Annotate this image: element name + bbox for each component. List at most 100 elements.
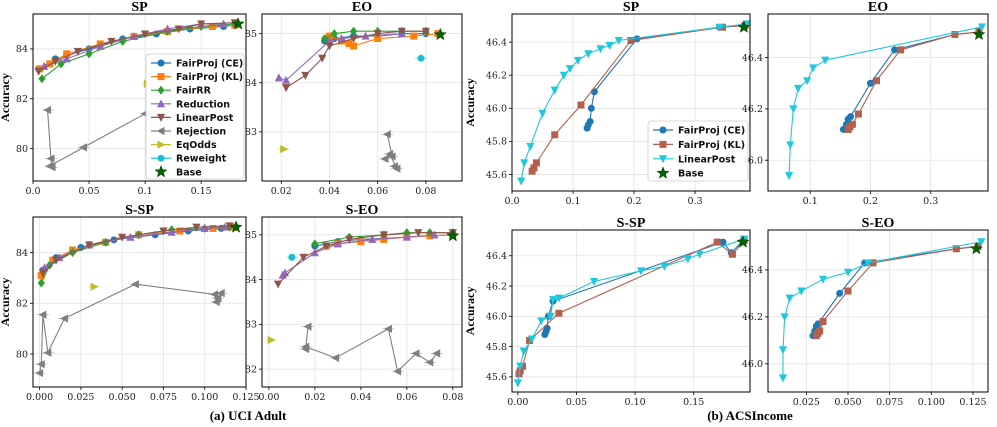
plot-area bbox=[34, 17, 245, 172]
y-tick-label: 45.6 bbox=[486, 170, 507, 181]
point-reduction bbox=[200, 223, 209, 232]
point-reduction bbox=[368, 234, 377, 243]
point-linearpost bbox=[174, 25, 183, 34]
series-line-fairproj-ce bbox=[544, 240, 744, 335]
legend-marker-fairrr bbox=[157, 85, 165, 95]
point-fairproj-kl bbox=[816, 327, 824, 335]
point-base bbox=[229, 220, 243, 233]
series-line-fairproj-kl bbox=[518, 240, 745, 375]
x-tick-label: 0.02 bbox=[304, 392, 325, 403]
point-rejection bbox=[210, 290, 219, 299]
caption-uci-adult: (a) UCI Adult bbox=[210, 408, 287, 423]
point-eqodds bbox=[267, 335, 276, 345]
point-fairproj-ce bbox=[543, 324, 551, 332]
panel-title: SP bbox=[623, 0, 640, 15]
point-linearpost bbox=[322, 242, 331, 251]
point-base bbox=[446, 228, 460, 242]
point-fairproj-kl bbox=[410, 32, 418, 40]
x-tick-label: 0.15 bbox=[191, 186, 212, 197]
point-linearpost bbox=[636, 267, 646, 276]
axes-frame bbox=[767, 13, 989, 192]
legend-marker-fairproj-ce bbox=[157, 59, 165, 67]
y-tick-label: 46.0 bbox=[486, 104, 507, 115]
x-tick-label: 0.2 bbox=[863, 196, 878, 207]
point-eqodds bbox=[90, 282, 99, 291]
point-rejection bbox=[35, 368, 44, 378]
point-fairproj-ce bbox=[866, 79, 874, 87]
series-eqodds bbox=[277, 144, 290, 154]
y-axis-label: Accuracy bbox=[463, 287, 477, 336]
point-linearpost bbox=[34, 67, 43, 76]
legend-label: FairProj (CE) bbox=[678, 126, 745, 137]
point-linearpost bbox=[863, 259, 873, 268]
point-base bbox=[231, 17, 245, 30]
legend-label: Base bbox=[678, 169, 704, 180]
point-linearpost bbox=[51, 57, 60, 66]
legend-label: Reweight bbox=[176, 154, 227, 165]
caption-acsincome: (b) ACSIncome bbox=[707, 408, 793, 423]
point-linearpost bbox=[517, 177, 526, 186]
point-linearpost bbox=[538, 109, 547, 118]
x-tick-label: 0.15 bbox=[683, 397, 704, 408]
series-line-rejection bbox=[39, 283, 222, 374]
x-tick-label: 0.000 bbox=[26, 392, 53, 403]
point-linearpost bbox=[318, 54, 327, 63]
x-tick-label: 0.1 bbox=[138, 186, 153, 197]
point-linearpost bbox=[550, 86, 559, 95]
legend-item-linearpost: LinearPost bbox=[151, 113, 234, 124]
point-linearpost bbox=[786, 141, 795, 150]
point-linearpost bbox=[785, 294, 794, 303]
point-fairproj-kl bbox=[577, 101, 585, 109]
legend-item-rejection: Rejection bbox=[151, 127, 226, 138]
point-fairproj-kl bbox=[872, 77, 880, 85]
legend-marker-fairproj-kl bbox=[157, 73, 165, 81]
x-tick-label: 0.06 bbox=[367, 186, 388, 197]
y-tick-label: 46.0 bbox=[742, 359, 763, 370]
series-base bbox=[231, 17, 245, 30]
point-fairproj-kl bbox=[951, 31, 959, 39]
x-tick-label: 0.05 bbox=[78, 186, 99, 197]
point-rejection bbox=[393, 367, 402, 376]
point-linearpost bbox=[421, 27, 430, 36]
panel-title: EO bbox=[868, 0, 888, 15]
point-fairproj-kl bbox=[728, 250, 736, 258]
y-axis-label: Accuracy bbox=[0, 278, 12, 327]
series-rejection bbox=[378, 130, 403, 173]
y-tick-label: 85 bbox=[245, 230, 257, 241]
point-linearpost bbox=[526, 142, 535, 151]
axes-frame bbox=[511, 229, 751, 393]
legend-marker-fairproj-ce bbox=[659, 126, 667, 134]
point-linearpost bbox=[38, 269, 47, 278]
x-tick-label: 0.00 bbox=[258, 392, 279, 403]
point-fairproj-kl bbox=[819, 318, 827, 326]
series-line-linearpost bbox=[782, 241, 982, 378]
point-fairrr bbox=[330, 29, 338, 39]
y-tick-label: 83 bbox=[245, 127, 257, 138]
point-rejection bbox=[45, 161, 54, 171]
legend-item-base: Base bbox=[656, 166, 704, 180]
legend-item-linearpost: LinearPost bbox=[653, 154, 736, 165]
y-tick-label: 84 bbox=[16, 248, 28, 259]
legend-item-reweight: Reweight bbox=[151, 154, 227, 165]
point-linearpost bbox=[589, 277, 599, 286]
point-rejection bbox=[303, 322, 312, 331]
plot-area bbox=[517, 20, 752, 186]
panel-title: S-EO bbox=[862, 216, 895, 231]
x-tick-label: 0.08 bbox=[442, 392, 463, 403]
y-tick-label: 84 bbox=[245, 275, 257, 286]
point-linearpost bbox=[107, 37, 116, 46]
x-tick-label: 0.2 bbox=[626, 196, 641, 207]
point-rejection bbox=[301, 342, 310, 351]
point-reweight bbox=[288, 253, 296, 261]
y-tick-label: 82 bbox=[16, 299, 28, 310]
point-rejection bbox=[380, 154, 389, 163]
y-tick-label: 84 bbox=[245, 78, 257, 89]
y-tick-label: 45.8 bbox=[486, 137, 507, 148]
series-line-linearpost bbox=[517, 238, 745, 383]
series-base bbox=[969, 241, 983, 255]
x-tick-label: 0.100 bbox=[191, 392, 218, 403]
point-linearpost bbox=[803, 77, 812, 86]
y-tick-label: 82 bbox=[16, 94, 28, 105]
point-reduction bbox=[40, 61, 49, 70]
